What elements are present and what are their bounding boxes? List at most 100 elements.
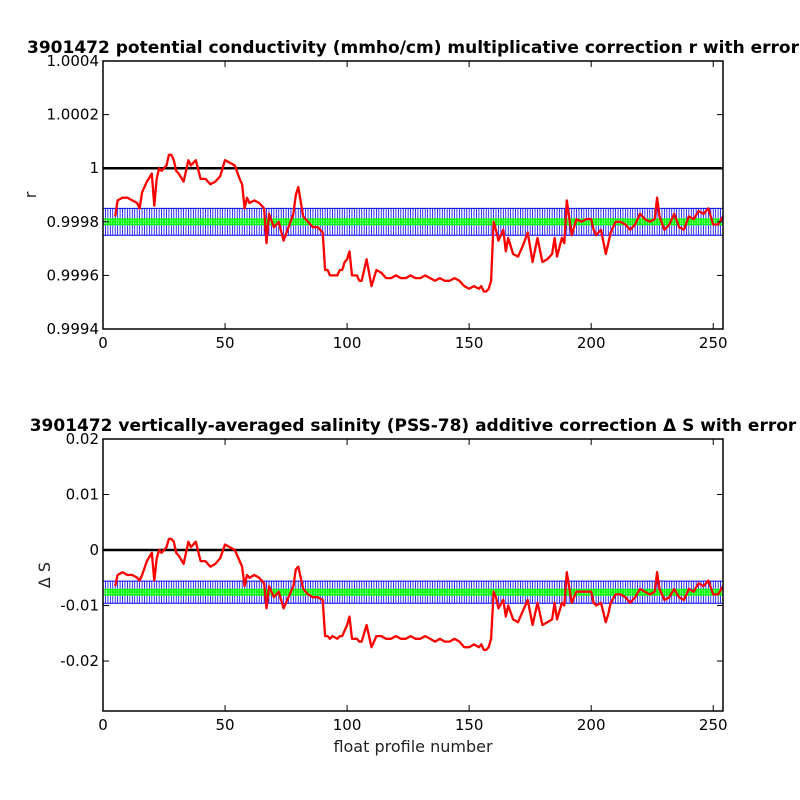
correction-marker: [546, 218, 554, 226]
correction-marker: [240, 218, 249, 226]
correction-marker: [184, 588, 193, 596]
correction-marker: [470, 218, 478, 226]
correction-marker: [375, 588, 383, 596]
correction-marker: [157, 218, 166, 226]
correction-marker: [262, 218, 271, 226]
correction-marker: [155, 588, 163, 596]
series-line: [114, 153, 723, 293]
correction-marker: [226, 588, 234, 596]
correction-marker: [106, 588, 114, 596]
correction-marker: [514, 218, 522, 226]
x-tick-label: 150: [455, 716, 484, 734]
correction-marker: [280, 588, 288, 596]
correction-marker: [353, 218, 361, 226]
correction-marker: [653, 218, 661, 226]
correction-marker: [604, 218, 612, 226]
correction-marker: [536, 588, 544, 596]
correction-marker: [221, 218, 229, 226]
correction-marker: [436, 588, 444, 596]
correction-marker: [145, 588, 153, 596]
y-tick-label: 0.9996: [47, 266, 100, 284]
correction-marker: [414, 588, 422, 596]
correction-marker: [372, 218, 380, 226]
correction-marker: [157, 588, 166, 596]
y-axis-label: r: [21, 191, 40, 198]
y-tick-label: 1.0004: [47, 52, 100, 70]
chart-title: 3901472 potential conductivity (mmho/cm)…: [27, 38, 800, 58]
correction-marker: [253, 588, 261, 596]
correction-marker: [133, 588, 141, 596]
correction-marker: [509, 588, 517, 596]
correction-marker: [199, 218, 207, 226]
correction-marker: [409, 588, 417, 596]
correction-marker: [480, 588, 488, 596]
correction-marker: [375, 218, 383, 226]
correction-marker: [114, 218, 122, 226]
correction-marker: [245, 218, 254, 226]
correction-marker: [345, 218, 354, 226]
correction-marker: [248, 218, 256, 226]
correction-marker: [299, 218, 307, 226]
correction-marker: [460, 218, 468, 226]
correction-marker: [136, 588, 144, 596]
correction-marker: [331, 218, 339, 226]
correction-marker: [502, 218, 510, 226]
correction-marker: [331, 588, 339, 596]
chart-title: 3901472 vertically-averaged salinity (PS…: [30, 416, 797, 436]
correction-marker: [197, 588, 205, 596]
correction-marker: [316, 588, 324, 596]
correction-marker: [424, 218, 432, 226]
correction-marker: [140, 218, 149, 226]
correction-marker: [153, 588, 161, 596]
correction-marker: [363, 588, 371, 596]
correction-marker: [538, 588, 546, 596]
correction-marker: [350, 588, 359, 596]
correction-marker: [363, 218, 371, 226]
correction-marker: [550, 218, 559, 226]
correction-marker: [460, 588, 468, 596]
correction-marker: [175, 588, 183, 596]
correction-marker: [502, 588, 510, 596]
correction-marker: [507, 588, 515, 596]
correction-marker: [238, 588, 246, 596]
correction-marker: [282, 588, 290, 596]
correction-marker: [255, 588, 263, 596]
correction-marker: [182, 218, 190, 226]
correction-marker: [411, 588, 420, 596]
correction-marker: [162, 588, 171, 596]
correction-marker: [128, 218, 136, 226]
plot-area: [103, 153, 723, 293]
correction-marker: [341, 218, 349, 226]
correction-marker: [626, 218, 634, 226]
correction-marker: [638, 218, 647, 226]
correction-marker: [297, 218, 305, 226]
correction-marker: [514, 588, 522, 596]
correction-marker: [155, 218, 163, 226]
y-axis-label: Δ S: [35, 562, 54, 588]
correction-marker: [477, 588, 485, 596]
correction-marker: [297, 588, 305, 596]
correction-marker: [223, 588, 232, 596]
correction-marker: [282, 218, 290, 226]
y-tick-label: 0: [89, 541, 99, 559]
correction-marker: [526, 218, 534, 226]
correction-marker: [433, 218, 442, 226]
correction-marker: [621, 588, 629, 596]
correction-marker: [414, 218, 422, 226]
correction-marker: [428, 218, 437, 226]
correction-marker: [568, 588, 576, 596]
correction-marker: [431, 218, 439, 226]
correction-marker: [323, 588, 332, 596]
correction-marker: [111, 588, 119, 596]
correction-marker: [607, 218, 615, 226]
correction-marker: [597, 218, 605, 226]
correction-marker: [453, 588, 461, 596]
correction-marker: [292, 218, 300, 226]
correction-marker: [624, 588, 632, 596]
correction-marker: [294, 218, 302, 226]
correction-marker: [594, 218, 603, 226]
correction-marker: [223, 218, 232, 226]
correction-marker: [553, 588, 561, 596]
correction-marker: [548, 588, 556, 596]
correction-marker: [372, 588, 380, 596]
